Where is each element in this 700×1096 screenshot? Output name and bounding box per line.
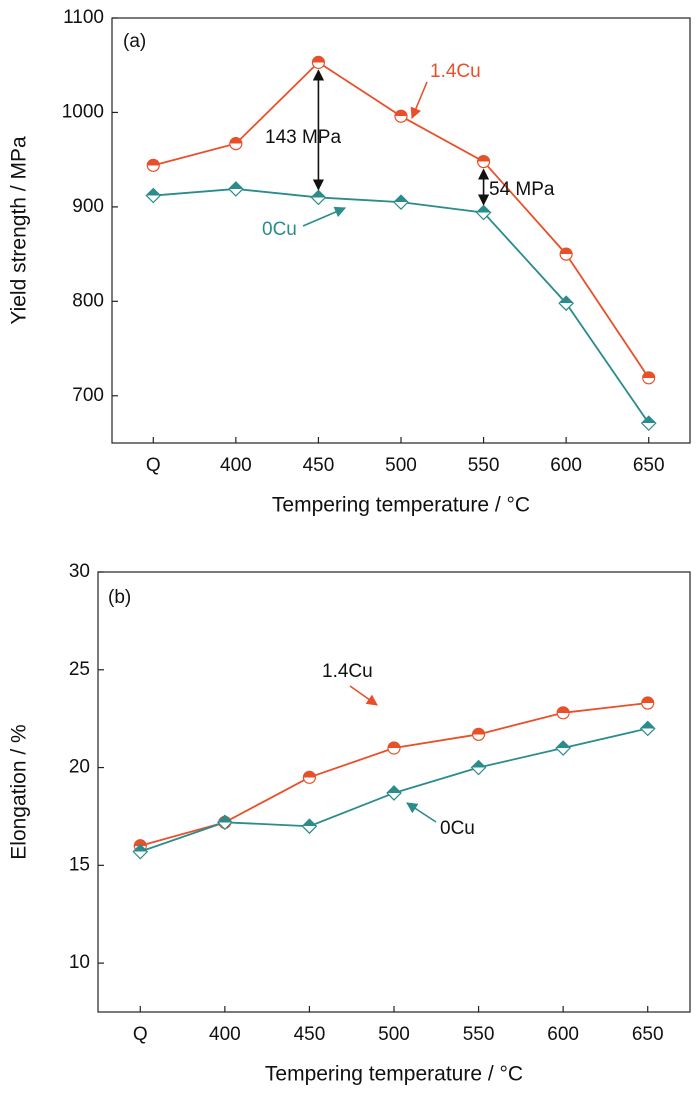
series-line <box>153 188 650 424</box>
data-point <box>386 785 402 801</box>
data-point <box>471 727 486 741</box>
data-point <box>132 843 149 860</box>
annotation: (a) <box>123 31 146 52</box>
data-point <box>301 818 318 835</box>
x-axis-title: Tempering temperature / °C <box>265 1063 523 1086</box>
data-point <box>145 187 162 204</box>
data-point <box>555 740 571 756</box>
y-tick-label: 30 <box>69 561 90 582</box>
data-point <box>475 204 492 221</box>
data-point <box>229 137 243 151</box>
x-tick-label: 600 <box>547 1024 579 1045</box>
y-tick-label: 700 <box>72 385 104 406</box>
annotation: 1.4Cu <box>430 61 481 82</box>
data-point <box>642 371 656 385</box>
x-tick-label: 400 <box>220 455 252 476</box>
y-tick-label: 1100 <box>63 7 104 28</box>
data-point <box>639 720 656 737</box>
data-point <box>641 696 655 710</box>
data-point <box>556 706 570 720</box>
data-point <box>558 295 574 312</box>
data-point <box>310 189 327 206</box>
annotation: 0Cu <box>440 818 475 839</box>
annotation-arrow <box>410 81 428 120</box>
data-point <box>228 181 244 197</box>
y-axis-title: Yield strength / MPa <box>8 136 31 325</box>
annotation-arrow <box>349 685 378 706</box>
x-tick-label: Q <box>146 455 161 476</box>
y-tick-label: 900 <box>72 196 104 217</box>
plot-frame <box>111 17 691 444</box>
x-tick-label: 500 <box>385 455 417 476</box>
x-tick-label: 650 <box>633 455 665 476</box>
x-tick-label: Q <box>133 1024 148 1045</box>
annotation: 54 MPa <box>489 179 555 200</box>
x-axis-title: Tempering temperature / °C <box>272 494 530 517</box>
annotation: 143 MPa <box>265 127 341 148</box>
data-point <box>470 759 487 776</box>
annotation: (b) <box>108 587 131 608</box>
data-point <box>311 55 326 69</box>
data-point <box>476 154 491 169</box>
x-tick-label: 550 <box>468 455 500 476</box>
annotation-arrow <box>302 206 347 227</box>
data-point <box>393 194 409 211</box>
x-tick-label: 450 <box>294 1024 326 1045</box>
annotation: 1.4Cu <box>322 661 373 682</box>
data-point <box>146 158 160 172</box>
x-tick-label: 500 <box>378 1024 410 1045</box>
x-tick-label: 550 <box>463 1024 495 1045</box>
y-axis-title: Elongation / % <box>8 724 31 859</box>
data-point <box>387 741 401 755</box>
annotation: 0Cu <box>262 219 297 240</box>
x-tick-label: 650 <box>632 1024 664 1045</box>
y-tick-label: 15 <box>69 854 90 875</box>
data-point <box>302 770 317 784</box>
annotation-arrow <box>406 802 437 823</box>
data-point <box>640 415 657 432</box>
y-tick-label: 25 <box>69 659 90 680</box>
x-tick-label: 600 <box>550 455 582 476</box>
y-tick-label: 1000 <box>62 101 104 122</box>
data-point <box>559 247 573 261</box>
data-point <box>217 814 233 831</box>
x-tick-label: 450 <box>303 455 335 476</box>
y-tick-label: 10 <box>69 952 90 973</box>
x-tick-label: 400 <box>209 1024 241 1045</box>
y-tick-label: 800 <box>72 290 104 311</box>
y-tick-label: 20 <box>69 757 90 778</box>
data-point <box>394 109 408 123</box>
